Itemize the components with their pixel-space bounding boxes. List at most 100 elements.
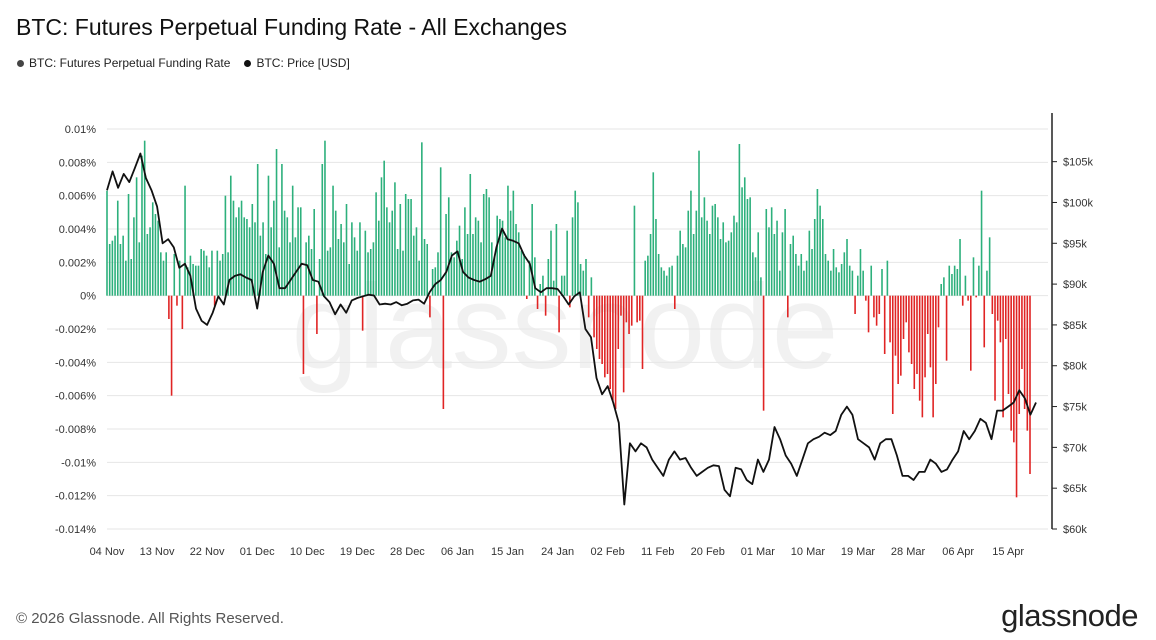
- funding-rate-bar: [127, 194, 130, 296]
- funding-rate-bar: [633, 205, 636, 296]
- funding-rate-bar: [447, 197, 450, 296]
- funding-rate-bar: [509, 210, 512, 296]
- x-axis-tick-label: 11 Feb: [641, 546, 674, 558]
- funding-rate-bar: [259, 235, 262, 296]
- funding-rate-bar: [308, 235, 310, 296]
- left-axis-tick-label: -0.006%: [55, 391, 96, 403]
- funding-rate-bar: [735, 222, 738, 296]
- funding-rate-bar: [811, 249, 813, 296]
- funding-rate-bar: [480, 242, 482, 296]
- funding-rate-bar: [878, 295, 881, 314]
- funding-rate-bar: [862, 270, 864, 296]
- funding-rate-bar: [961, 295, 964, 306]
- funding-rate-bar: [367, 252, 369, 296]
- funding-rate-bar: [840, 264, 843, 296]
- funding-rate-bar: [106, 190, 108, 296]
- funding-rate-bar: [130, 259, 133, 296]
- funding-rate-bar: [964, 275, 967, 296]
- funding-rate-bar: [431, 269, 434, 296]
- left-axis-tick-label: 0.01%: [65, 124, 96, 136]
- funding-rate-bar: [114, 235, 116, 296]
- funding-rate-bar: [746, 199, 749, 296]
- funding-rate-bar: [404, 194, 407, 296]
- funding-rate-bar: [200, 249, 202, 296]
- funding-rate-bar: [388, 222, 391, 296]
- x-axis-tick-label: 13 Nov: [140, 546, 175, 558]
- funding-rate-bar: [523, 254, 525, 296]
- funding-rate-bar: [469, 174, 472, 296]
- funding-rate-bar: [472, 234, 474, 296]
- funding-rate-bar: [563, 275, 566, 296]
- funding-rate-bar: [205, 255, 208, 296]
- funding-rate-bar: [808, 230, 811, 296]
- glassnode-logo[interactable]: glassnode: [1001, 598, 1138, 633]
- funding-rate-bar: [752, 252, 754, 296]
- funding-rate-bar: [278, 247, 281, 296]
- funding-rate-bar: [665, 275, 668, 296]
- funding-rate-bar: [795, 254, 797, 296]
- funding-rate-bar: [835, 267, 838, 296]
- funding-rate-bar: [337, 239, 340, 296]
- legend-item-price[interactable]: BTC: Price [USD]: [244, 56, 350, 70]
- funding-rate-bar: [843, 252, 846, 296]
- funding-rate-bar: [673, 295, 676, 309]
- funding-rate-bar: [157, 220, 159, 296]
- funding-rate-bar: [270, 227, 272, 296]
- x-axis-tick-label: 10 Dec: [290, 546, 325, 558]
- funding-rate-bar: [477, 220, 480, 296]
- funding-rate-bar: [310, 249, 313, 296]
- funding-rate-bar: [135, 177, 138, 296]
- funding-rate-bar: [725, 242, 727, 296]
- funding-rate-bar: [235, 217, 237, 296]
- funding-rate-bar: [647, 255, 649, 296]
- funding-rate-bar: [727, 240, 730, 296]
- funding-rate-bar: [897, 295, 899, 384]
- funding-rate-bar: [219, 260, 221, 296]
- funding-rate-bar: [959, 239, 961, 296]
- left-axis-tick-label: 0.002%: [59, 257, 97, 269]
- funding-rate-bar: [582, 270, 585, 296]
- funding-rate-bar: [429, 295, 431, 318]
- funding-rate-bar: [539, 284, 542, 296]
- funding-rate-bar: [891, 295, 894, 414]
- funding-rate-bar: [149, 227, 151, 296]
- legend-item-funding-rate[interactable]: BTC: Futures Perpetual Funding Rate: [17, 56, 230, 70]
- funding-rate-bar: [700, 217, 703, 296]
- funding-rate-bar: [302, 295, 305, 374]
- funding-rate-bar: [579, 264, 582, 296]
- funding-rate-bar: [246, 219, 248, 296]
- funding-rate-bar: [544, 295, 547, 316]
- funding-rate-bar: [291, 185, 294, 296]
- funding-rate-bar: [324, 140, 326, 296]
- funding-rate-bar: [730, 232, 733, 296]
- funding-rate-bar: [1010, 295, 1012, 431]
- funding-rate-bar: [195, 265, 197, 296]
- funding-rate-bar: [625, 295, 628, 323]
- funding-rate-bar: [399, 204, 402, 296]
- funding-rate-bar: [380, 177, 383, 296]
- funding-rate-bar: [708, 234, 711, 296]
- funding-rate-bar: [445, 214, 447, 296]
- funding-rate-bar: [456, 240, 458, 296]
- funding-rate-bar: [644, 260, 646, 296]
- funding-rate-chart: glassnode 0.01%0.008%0.006%0.004%0.002%0…: [55, 113, 1093, 558]
- funding-rate-bar: [520, 250, 523, 296]
- funding-rate-bar: [550, 230, 552, 296]
- funding-rate-bar: [208, 267, 211, 296]
- funding-rate-bar: [504, 237, 507, 296]
- funding-rate-bar: [682, 244, 684, 296]
- funding-rate-bar: [299, 207, 302, 296]
- funding-rate-bar: [375, 192, 377, 296]
- funding-rate-bar: [789, 244, 792, 296]
- funding-rate-bar: [719, 239, 722, 296]
- funding-rate-bar: [216, 250, 219, 296]
- funding-rate-bar: [211, 250, 213, 296]
- funding-rate-bar: [889, 295, 891, 343]
- funding-rate-bar: [313, 209, 315, 296]
- funding-rate-bar: [154, 214, 157, 296]
- funding-rate-bar: [383, 160, 385, 296]
- funding-rate-bar: [369, 249, 372, 296]
- funding-rate-bar: [948, 265, 951, 296]
- funding-rate-bar: [474, 217, 477, 296]
- funding-rate-bar: [988, 237, 991, 296]
